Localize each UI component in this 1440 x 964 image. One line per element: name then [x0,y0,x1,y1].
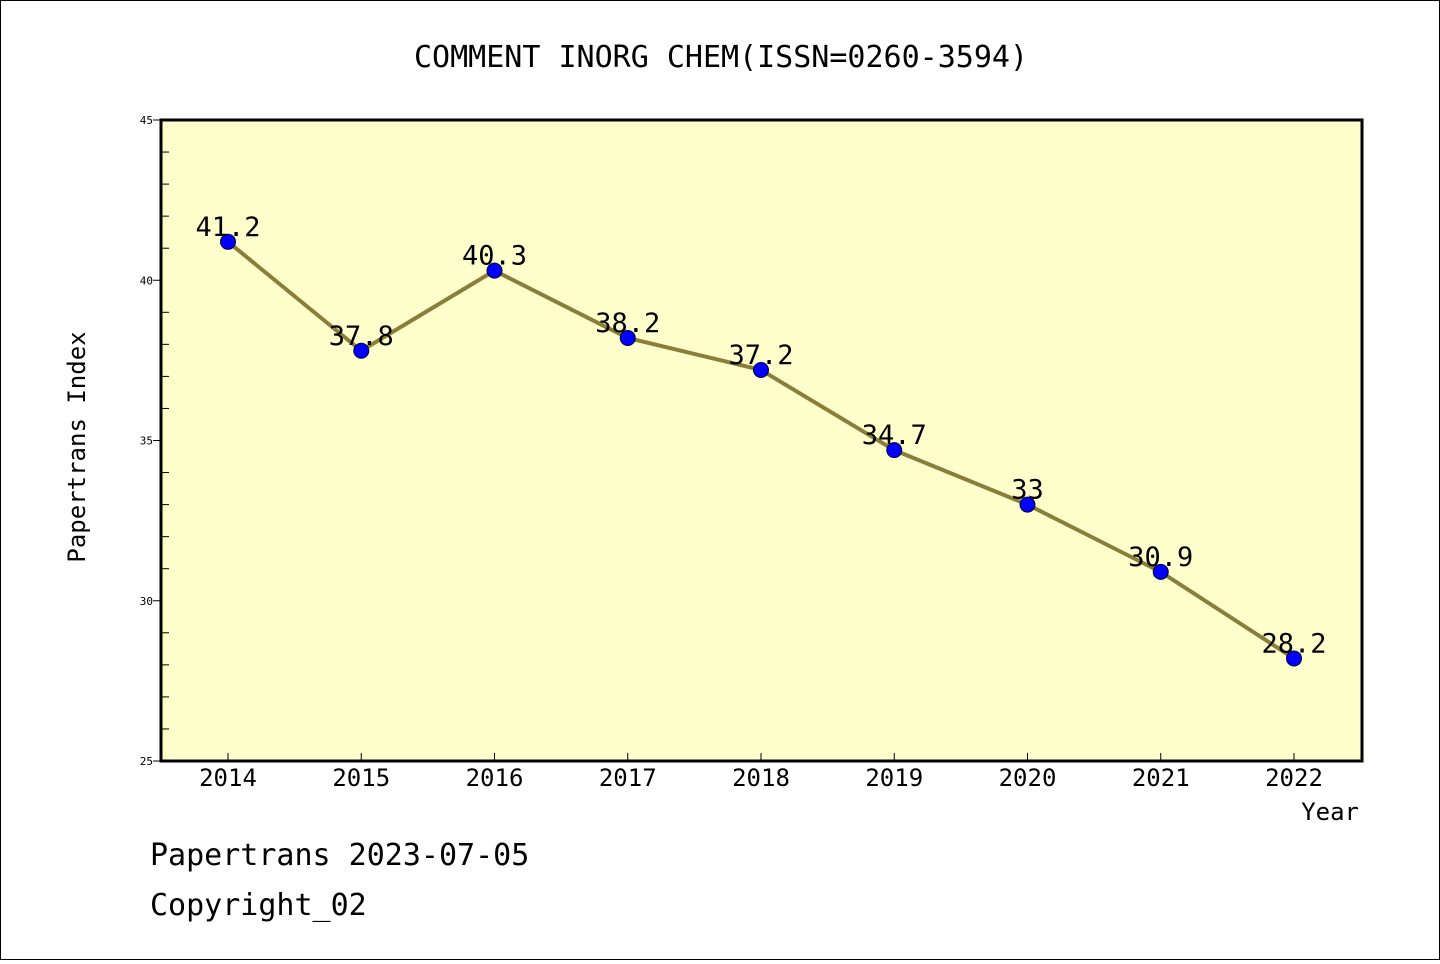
series-group: 41.2 37.8 40.3 38.2 37.2 34.7 33 30.9 28.2 [195,212,1327,667]
y-axis: 25 30 35 40 45 [140,114,169,768]
data-label: 28.2 [1261,628,1326,659]
data-label: 34.7 [862,420,927,451]
data-point [353,342,370,359]
y-tick-label: 25 [140,755,153,768]
data-point [1286,650,1302,667]
data-label: 33 [1011,475,1044,506]
data-point [220,233,236,250]
x-tick-label: 2014 [199,764,257,792]
x-tick-label: 2018 [732,764,790,792]
x-axis-label: Year [1301,798,1359,826]
data-point [619,329,636,346]
data-point [753,361,769,378]
x-tick-label: 2020 [999,764,1057,792]
data-point [886,442,903,459]
x-tick-label: 2016 [466,764,524,792]
data-point [486,262,503,279]
x-tick-label: 2022 [1265,764,1323,792]
y-tick-label: 45 [140,114,153,127]
y-tick-label: 30 [140,595,153,608]
data-label: 37.2 [728,340,793,371]
y-tick-label: 35 [140,435,153,448]
x-tick-label: 2017 [599,764,657,792]
chart-title: COMMENT INORG CHEM(ISSN=0260-3594) [414,40,1028,75]
y-tick-label: 40 [140,274,153,287]
data-label: 38.2 [595,308,660,339]
data-point [1019,496,1036,513]
data-label: 41.2 [195,212,260,243]
data-label: 30.9 [1128,542,1193,573]
data-label: 37.8 [329,321,394,352]
footer-date-line: Papertrans 2023-07-05 [150,838,529,873]
x-axis: 2014 2015 2016 2017 2018 2019 2020 2021 2022 [199,753,1323,792]
x-tick-label: 2021 [1132,764,1190,792]
y-axis-label: Papertrans Index [63,331,91,562]
x-tick-label: 2015 [332,764,390,792]
footer-copyright: Copyright_02 [150,888,367,923]
plot-area [159,118,1364,763]
data-point [1152,563,1169,580]
data-label: 40.3 [462,241,527,272]
x-tick-label: 2019 [865,764,923,792]
